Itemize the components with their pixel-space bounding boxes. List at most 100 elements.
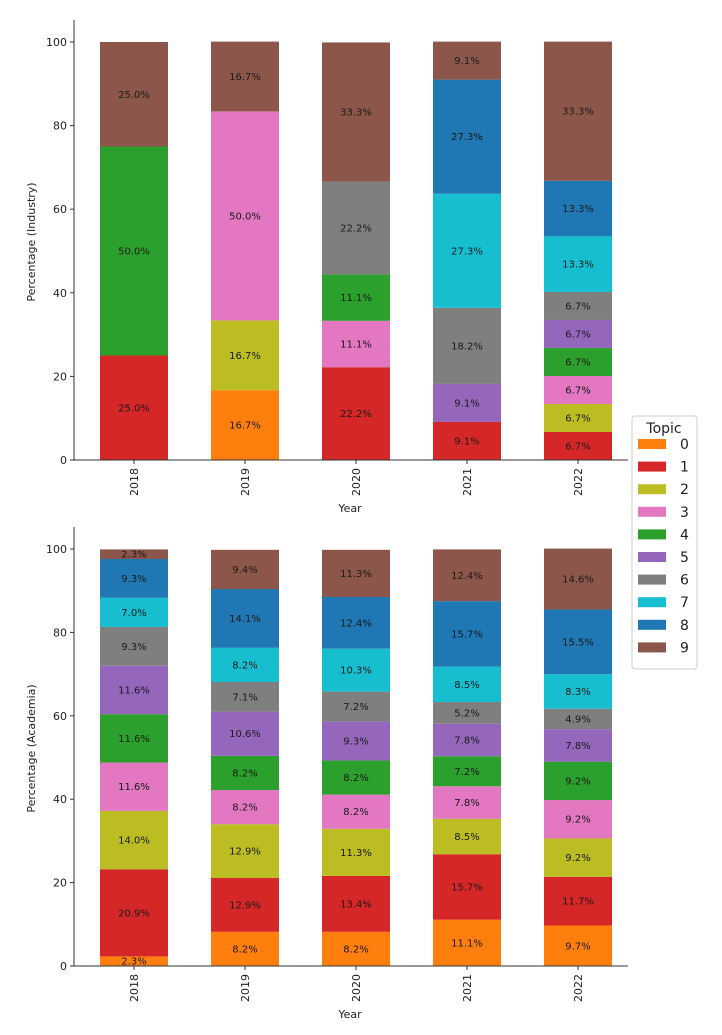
data-label: 7.2% bbox=[454, 767, 479, 778]
bar-segment bbox=[433, 723, 501, 757]
data-label: 6.7% bbox=[565, 357, 590, 368]
bar-segment bbox=[100, 956, 168, 966]
legend-title: Topic bbox=[645, 421, 681, 437]
bar-segment bbox=[433, 702, 501, 724]
bar-segment bbox=[100, 146, 168, 356]
bar-segment bbox=[322, 794, 390, 829]
data-label: 14.1% bbox=[229, 614, 261, 625]
data-label: 7.8% bbox=[454, 735, 479, 746]
x-tick-label: 2020 bbox=[350, 974, 363, 1002]
data-label: 14.6% bbox=[562, 575, 594, 586]
bar-segment bbox=[211, 824, 279, 879]
legend-swatch bbox=[638, 484, 666, 495]
bar-segment bbox=[433, 193, 501, 308]
bar-segment bbox=[211, 647, 279, 683]
data-label: 25.0% bbox=[118, 90, 150, 101]
data-label: 11.7% bbox=[562, 897, 594, 908]
bar-segment bbox=[544, 319, 612, 348]
data-label: 12.4% bbox=[340, 618, 372, 629]
legend-label: 6 bbox=[680, 573, 689, 589]
bar-segment bbox=[433, 383, 501, 422]
data-label: 12.4% bbox=[451, 571, 483, 582]
bar-segment bbox=[544, 838, 612, 877]
data-label: 8.2% bbox=[343, 807, 368, 818]
y-tick-label: 0 bbox=[60, 454, 67, 467]
bar-segment bbox=[100, 626, 168, 666]
bar-segment bbox=[322, 691, 390, 722]
data-label: 15.7% bbox=[451, 882, 483, 893]
bar-segment bbox=[433, 549, 501, 602]
legend-label: 4 bbox=[680, 527, 689, 543]
data-label: 5.2% bbox=[454, 708, 479, 719]
data-label: 27.3% bbox=[451, 246, 483, 257]
data-label: 11.3% bbox=[340, 848, 372, 859]
bar-segment bbox=[100, 597, 168, 627]
bar-segment bbox=[322, 181, 390, 275]
bar-segment bbox=[433, 756, 501, 787]
y-tick-label: 60 bbox=[53, 203, 67, 216]
bar-segment bbox=[322, 760, 390, 795]
bar-segment bbox=[322, 320, 390, 368]
bar-segment bbox=[433, 601, 501, 667]
bar-segment bbox=[544, 375, 612, 404]
data-label: 11.1% bbox=[451, 938, 483, 949]
data-label: 11.3% bbox=[340, 569, 372, 580]
data-label: 9.3% bbox=[121, 574, 146, 585]
x-tick-label: 2021 bbox=[461, 468, 474, 496]
data-label: 6.7% bbox=[565, 301, 590, 312]
data-label: 9.1% bbox=[454, 398, 479, 409]
bar-segment bbox=[100, 810, 168, 870]
bar-segment bbox=[544, 291, 612, 320]
legend-label: 5 bbox=[680, 550, 689, 566]
legend-swatch bbox=[638, 439, 666, 449]
data-label: 4.9% bbox=[565, 714, 590, 725]
bar-segment bbox=[322, 367, 390, 460]
bar-segment bbox=[544, 876, 612, 926]
bar-segment bbox=[544, 800, 612, 839]
legend-label: 2 bbox=[680, 482, 689, 498]
bar-segment bbox=[544, 729, 612, 762]
bar-segment bbox=[544, 925, 612, 966]
data-label: 11.1% bbox=[340, 340, 372, 351]
legend-swatch bbox=[638, 619, 666, 630]
industry-chart: 25.0% 50.0% 25.0% 16.7% 16.7% 50.0% 16.7% 22.2%… bbox=[25, 20, 628, 515]
data-label: 9.1% bbox=[454, 56, 479, 67]
data-label: 9.3% bbox=[121, 642, 146, 653]
y-tick-label: 80 bbox=[53, 626, 67, 639]
y-axis-label: Percentage (Academia) bbox=[25, 684, 38, 812]
x-axis-label: Year bbox=[337, 502, 362, 515]
data-label: 8.2% bbox=[343, 773, 368, 784]
bar-segment bbox=[433, 307, 501, 384]
y-tick-label: 80 bbox=[53, 120, 67, 133]
bar-segment bbox=[100, 869, 168, 957]
legend-label: 0 bbox=[680, 437, 689, 453]
data-label: 8.2% bbox=[232, 660, 257, 671]
data-label: 11.6% bbox=[118, 685, 150, 696]
bar-segment bbox=[322, 721, 390, 761]
x-axis-label: Year bbox=[337, 1008, 362, 1021]
data-label: 7.8% bbox=[565, 741, 590, 752]
data-label: 27.3% bbox=[451, 132, 483, 143]
data-label: 9.2% bbox=[565, 853, 590, 864]
data-label: 8.5% bbox=[454, 680, 479, 691]
bar-segment bbox=[322, 596, 390, 649]
data-label: 50.0% bbox=[118, 247, 150, 258]
legend-label: 8 bbox=[680, 618, 689, 634]
bar-segment bbox=[211, 931, 279, 966]
y-axis-label: Percentage (Industry) bbox=[25, 182, 38, 301]
legend-swatch bbox=[638, 461, 666, 472]
bar-segment bbox=[544, 41, 612, 181]
data-label: 6.7% bbox=[565, 413, 590, 424]
bar-segment bbox=[544, 674, 612, 709]
data-label: 16.7% bbox=[229, 351, 261, 362]
y-tick-label: 0 bbox=[60, 960, 67, 973]
data-label: 8.2% bbox=[232, 768, 257, 779]
bar-segment bbox=[211, 41, 279, 112]
bar-segment bbox=[211, 878, 279, 932]
data-label: 9.2% bbox=[565, 776, 590, 787]
data-label: 13.3% bbox=[562, 260, 594, 271]
y-tick-label: 60 bbox=[53, 710, 67, 723]
bar-segment bbox=[211, 390, 279, 460]
data-label: 2.3% bbox=[121, 550, 146, 561]
bar-segment bbox=[544, 761, 612, 801]
